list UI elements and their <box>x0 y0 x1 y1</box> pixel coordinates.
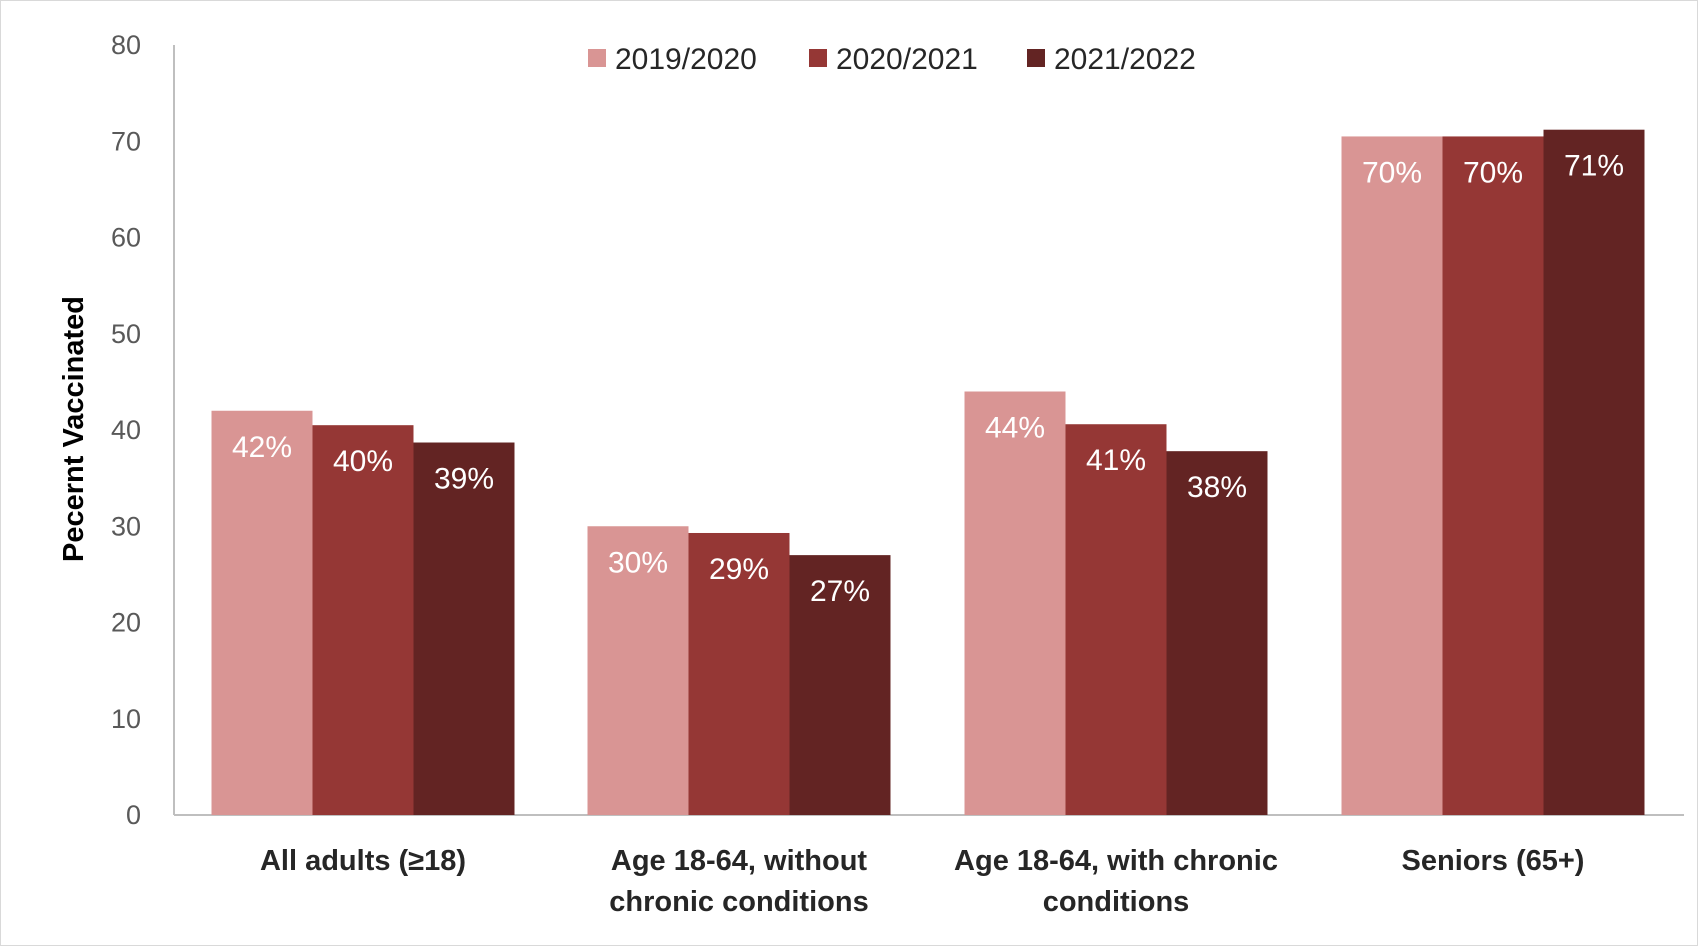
y-axis-title: Pecernt Vaccinated <box>58 296 90 562</box>
data-label: 41% <box>1086 444 1146 477</box>
y-tick-label: 70 <box>111 126 141 156</box>
bar <box>587 526 689 815</box>
y-tick-label: 0 <box>126 800 141 830</box>
bar <box>789 555 891 815</box>
bar <box>1341 136 1443 815</box>
data-label: 44% <box>985 412 1045 445</box>
legend-swatch <box>809 49 827 67</box>
y-tick-label: 40 <box>111 415 141 445</box>
legend-entry: 2021/2022 <box>1054 43 1196 76</box>
y-axis: 0 10 20 30 40 50 60 70 80 <box>111 30 175 830</box>
bar <box>1065 424 1167 815</box>
data-label: 70% <box>1362 156 1422 189</box>
bar <box>964 391 1066 815</box>
y-tick-label: 80 <box>111 30 141 60</box>
bar <box>312 425 414 815</box>
y-tick-label: 50 <box>111 319 141 349</box>
legend-swatch <box>1027 49 1045 67</box>
data-label: 70% <box>1463 156 1523 189</box>
category-labels: All adults (≥18) Age 18-64, without chroni… <box>260 845 1585 918</box>
bar <box>211 410 313 815</box>
data-label: 29% <box>709 553 769 586</box>
legend-swatch <box>588 49 606 67</box>
data-label: 42% <box>232 431 292 464</box>
bar <box>688 532 790 815</box>
legend-entry: 2020/2021 <box>836 43 978 76</box>
category-label: chronic conditions <box>609 886 868 918</box>
bars <box>211 129 1645 815</box>
bar <box>1543 129 1645 815</box>
category-label: Age 18-64, without <box>611 845 868 877</box>
data-label: 71% <box>1564 150 1624 183</box>
data-label: 27% <box>810 575 870 608</box>
category-label: conditions <box>1043 886 1190 918</box>
bar <box>1166 451 1268 815</box>
legend: 2019/2020 2020/2021 2021/2022 <box>588 43 1196 76</box>
legend-entry: 2019/2020 <box>615 43 757 76</box>
category-label: Age 18-64, with chronic <box>954 845 1278 877</box>
data-labels: 42% 40% 39% 30% 29% 27% 44% 41% 38% 70% 70% 71% <box>232 150 1624 608</box>
category-label: All adults (≥18) <box>260 845 466 877</box>
data-label: 38% <box>1187 471 1247 504</box>
data-label: 30% <box>608 546 668 579</box>
category-label: Seniors (65+) <box>1402 845 1585 877</box>
bar <box>1442 136 1544 815</box>
y-tick-label: 10 <box>111 704 141 734</box>
bar <box>413 442 515 815</box>
y-tick-label: 60 <box>111 223 141 253</box>
y-tick-label: 30 <box>111 511 141 541</box>
data-label: 40% <box>333 445 393 478</box>
y-tick-label: 20 <box>111 608 141 638</box>
data-label: 39% <box>434 463 494 496</box>
